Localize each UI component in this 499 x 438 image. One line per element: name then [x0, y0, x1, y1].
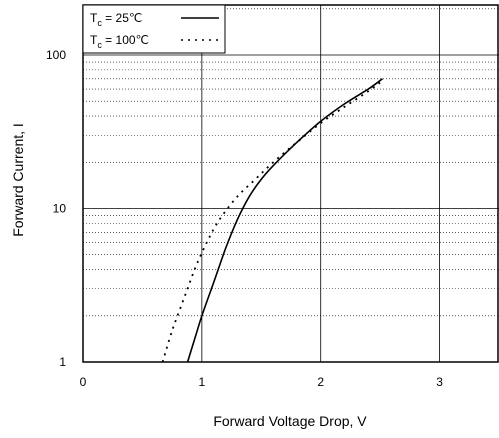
x-tick-label: 0: [80, 375, 87, 389]
plot-frame: [82, 4, 499, 363]
y-tick-label: 10: [53, 202, 67, 216]
x-axis-label: Forward Voltage Drop, V: [213, 413, 367, 429]
series-line-tc-100c: [161, 79, 384, 363]
series-layer: [161, 78, 384, 363]
legend: Tc = 25℃ Tc = 100℃: [82, 4, 226, 54]
minor-grid: [83, 8, 499, 317]
series-line-tc-25c: [186, 78, 383, 363]
y-tick-label: 1: [59, 355, 66, 369]
legend-label: Tc = 25℃: [90, 11, 142, 28]
y-axis-label: Forward Current, I: [10, 123, 26, 237]
legend-box: [82, 4, 226, 54]
x-tick-label: 1: [199, 375, 206, 389]
major-grid: [83, 5, 499, 362]
legend-label: Tc = 100℃: [90, 33, 149, 50]
x-tick-label: 3: [436, 375, 443, 389]
y-tick-label: 100: [46, 48, 66, 62]
x-tick-label: 2: [317, 375, 324, 389]
